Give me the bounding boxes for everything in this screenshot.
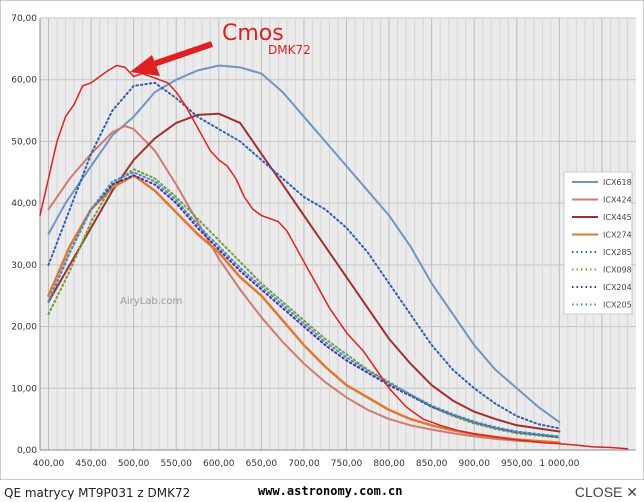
x-tick-label: 900,00 [458, 459, 490, 469]
image-caption: QE matrycy MT9P031 z DMK72 [4, 486, 191, 500]
legend-label: ICX618 [603, 178, 632, 187]
y-tick-label: 0,00 [17, 446, 37, 456]
y-tick-label: 50,00 [11, 137, 37, 147]
x-tick-label: 450,00 [75, 459, 107, 469]
close-icon: ✕ [626, 484, 638, 500]
close-label: CLOSE [574, 484, 623, 500]
series-line-icx098 [47, 168, 561, 439]
y-tick-label: 30,00 [11, 261, 37, 271]
x-tick-label: 950,00 [501, 459, 533, 469]
legend-box [563, 171, 633, 315]
close-button[interactable]: CLOSE ✕ [575, 484, 638, 501]
x-tick-label: 750,00 [331, 459, 363, 469]
grid [39, 17, 636, 451]
y-tick-label: 40,00 [11, 199, 37, 209]
annotation-arrow-head [130, 55, 160, 76]
series-line-cmos-dmk72 [39, 64, 629, 450]
source-url: www.astronomy.com.cn [258, 484, 403, 498]
series-line-icx445 [47, 112, 561, 433]
y-axis-ticks: 0,00 10,00 20,00 30,00 40,00 50,00 60,00 70,00 [11, 14, 37, 456]
watermark: AiryLab.com [120, 296, 182, 307]
legend-label: ICX205 [603, 301, 632, 310]
y-tick-label: 10,00 [11, 384, 37, 394]
legend-label: ICX204 [603, 283, 632, 292]
x-tick-label: 1 000,00 [539, 459, 579, 469]
qe-chart: 0,0010,0020,0030,0040,0050,0060,0070,00 … [0, 0, 644, 480]
x-tick-label: 850,00 [416, 459, 448, 469]
legend-label: ICX274 [603, 231, 632, 240]
x-tick-label: 600,00 [203, 459, 235, 469]
legend-label: ICX424 [603, 196, 632, 205]
y-tick-label: 20,00 [11, 323, 37, 333]
x-tick-label: 500,00 [118, 459, 150, 469]
annotation-cmos: Cmos [222, 21, 284, 46]
cmos-annotation: Cmos DMK72 [130, 21, 311, 76]
series-line-icx618 [47, 64, 561, 424]
series-line-icx424 [47, 125, 561, 445]
x-tick-label: 400,00 [33, 459, 65, 469]
x-axis-ticks: 400,00 450,00 500,00 550,00 600,00 650,00 700,… [33, 459, 580, 469]
x-tick-label: 700,00 [288, 459, 320, 469]
legend-label: ICX445 [603, 213, 632, 222]
series-line-icx285 [47, 81, 561, 430]
annotation-dmk72: DMK72 [268, 43, 311, 57]
legend-label: ICX285 [603, 248, 632, 257]
legend-label: ICX098 [603, 266, 632, 275]
x-tick-label: 650,00 [246, 459, 278, 469]
annotation-arrow-shaft [147, 41, 213, 69]
series-line-icx205 [47, 171, 561, 438]
series-lines [39, 64, 629, 450]
x-tick-label: 550,00 [160, 459, 192, 469]
x-tick-label: 800,00 [373, 459, 405, 469]
y-tick-label: 70,00 [11, 14, 37, 24]
footer-bar: QE matrycy MT9P031 z DMK72 www.astronomy… [0, 480, 644, 502]
y-tick-label: 60,00 [11, 76, 37, 86]
legend: ICX618 ICX424 ICX445 ICX274 ICX285 ICX098 ICX2… [572, 178, 632, 310]
